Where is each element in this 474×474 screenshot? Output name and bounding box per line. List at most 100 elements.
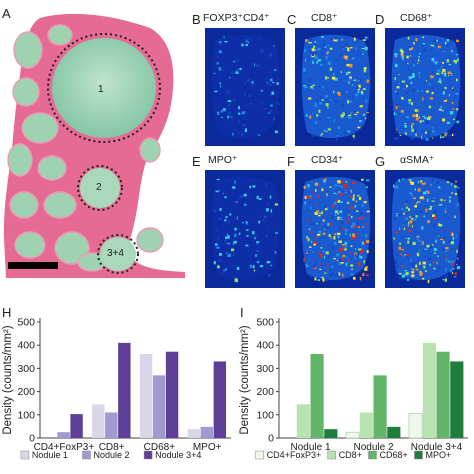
heat-speck [304,86,308,88]
heat-speck [441,109,445,112]
heat-speck [417,59,420,62]
heat-speck [395,231,398,234]
bar [359,412,373,438]
heat-speck [316,114,319,117]
heat-speck [393,216,396,220]
heat-speck [432,244,434,246]
heat-speck [339,201,342,203]
heat-speck [412,266,415,270]
heat-speck [275,130,278,134]
heat-speck [244,128,247,132]
heat-speck [418,55,420,59]
heat-speck [318,231,321,233]
heat-speck [356,112,359,114]
heat-speck [430,44,434,47]
heat-speck [451,87,454,90]
heat-speck [213,210,217,212]
heat-speck [411,268,415,271]
heat-speck [258,134,261,136]
legend-swatch [143,450,153,460]
heat-speck [227,234,229,236]
heat-speck [360,92,364,95]
heat-speck [401,224,405,226]
heat-speck [333,201,337,205]
heat-speck [409,55,411,57]
heat-speck [439,223,443,227]
heat-speck [342,273,344,277]
heat-speck [365,223,369,225]
heat-speck [447,240,452,243]
heat-speck [358,217,361,221]
heat-speck [361,204,364,207]
heat-speck [343,184,347,188]
heat-speck [404,200,409,204]
heat-speck [336,273,339,276]
heat-speck [223,269,226,271]
heat-speck [404,270,408,272]
heat-speck [327,128,331,131]
heat-speck [355,47,357,50]
legend-swatch [255,450,264,460]
heat-speck [402,112,404,116]
heat-speck [455,92,459,95]
heat-speck [314,121,318,124]
heat-speck [417,109,419,113]
heat-speck [321,132,323,135]
heat-speck [358,79,362,82]
heat-speck [359,105,363,108]
heat-speck [334,241,337,246]
bar [387,426,401,438]
heat-speck [355,264,359,266]
heat-speck [234,180,236,184]
heat-speck [398,82,400,85]
heat-speck [353,111,357,113]
heat-speck [239,67,242,71]
heat-speck [447,217,449,220]
heat-speck [308,228,311,230]
heat-speck [448,63,451,67]
heat-speck [346,186,348,189]
heat-speck [312,267,316,270]
heat-speck [329,222,333,226]
heat-speck [347,71,351,74]
heat-speck [303,68,307,72]
heat-speck [416,90,419,92]
heat-speck [321,223,323,225]
heat-speck [331,195,332,197]
heat-speck [214,90,218,93]
bar [345,431,360,439]
heat-speck [413,41,415,45]
heat-speck [226,242,231,245]
heatmap-label-foxp3-cd4: FOXP3⁺CD4⁺ [203,12,270,24]
heat-speck [321,276,324,278]
heat-speck [419,75,421,79]
heat-speck [430,184,432,186]
heat-speck [442,51,446,53]
heat-speck [252,185,256,188]
heat-speck [341,247,345,250]
heat-speck [394,63,398,68]
heat-speck [431,179,434,181]
heat-speck [361,216,364,220]
bar [408,413,423,439]
heat-speck [234,227,237,231]
heatmap-label-cd8: CD8⁺ [311,12,338,24]
y-tick-label: 0 [268,433,274,445]
heat-speck [349,195,353,198]
heat-speck [447,71,451,74]
heat-speck [241,133,244,136]
heat-speck [245,44,248,46]
heat-speck [366,179,370,182]
heat-speck [415,117,419,121]
heat-speck [453,275,457,278]
heat-speck [440,199,443,201]
heat-speck [438,108,442,111]
heat-speck [449,86,452,89]
heat-speck [217,237,219,240]
heat-speck [274,203,279,206]
heat-speck [325,76,327,80]
heat-speck [354,113,357,116]
heat-speck [361,53,365,56]
heat-speck [437,255,439,258]
heat-speck [309,49,312,53]
